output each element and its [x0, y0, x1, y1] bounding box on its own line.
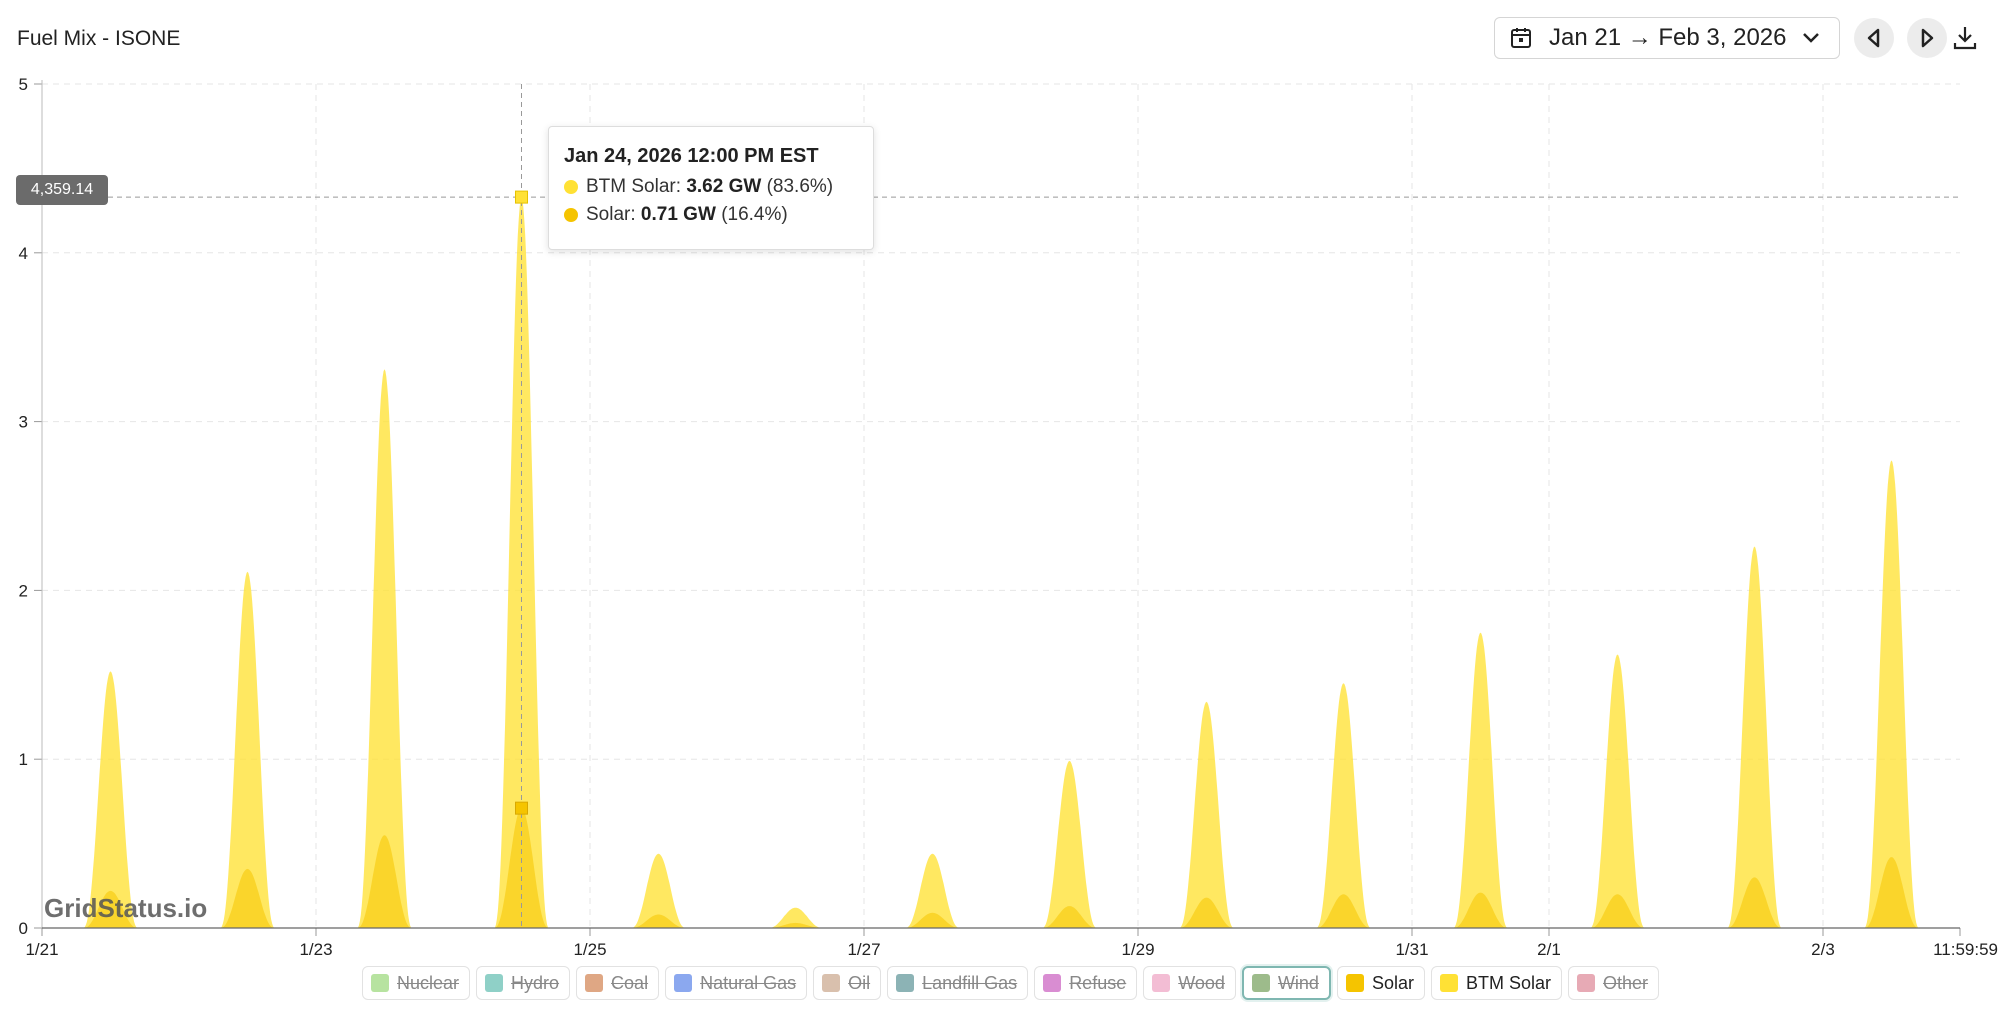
legend-swatch	[1043, 974, 1062, 992]
legend-label: Coal	[611, 972, 649, 993]
legend-swatch	[585, 974, 604, 992]
legend-label: Natural Gas	[700, 972, 797, 993]
legend-swatch	[1345, 974, 1364, 992]
legend-item-coal[interactable]: Coal	[576, 966, 660, 1000]
legend-label: Nuclear	[397, 972, 460, 993]
legend-item-oil[interactable]: Oil	[813, 966, 882, 1000]
x-tick-label: 1/27	[847, 940, 880, 959]
legend-label: BTM Solar	[1465, 972, 1552, 993]
legend-item-hydro[interactable]: Hydro	[476, 966, 571, 1000]
tooltip-series-pct: (16.4%)	[721, 204, 788, 225]
y-tick-label: 1	[19, 750, 28, 769]
date-range-picker[interactable]: Jan 21 → Feb 3, 2026	[1494, 17, 1840, 59]
chevron-down-icon	[1803, 33, 1819, 43]
x-tick-label: 2/1	[1537, 940, 1561, 959]
legend-swatch	[485, 974, 504, 992]
x-tick-label: 11:59:59	[1933, 940, 1998, 959]
tooltip-series-value: 3.62 GW	[686, 176, 762, 197]
y-tick-label: 2	[19, 581, 28, 600]
caret-right-icon	[1921, 28, 1934, 48]
solar-area	[42, 808, 1960, 928]
legend-swatch	[674, 974, 693, 992]
y-tick-label: 3	[19, 413, 28, 432]
tooltip-row-btm-solar: BTM Solar: 3.62 GW (83.6%)	[564, 176, 858, 198]
x-tick-label: 1/21	[25, 940, 58, 959]
legend-item-solar[interactable]: Solar	[1336, 966, 1425, 1000]
tooltip-series-pct: (83.6%)	[766, 176, 834, 197]
legend-item-natural-gas[interactable]: Natural Gas	[665, 966, 808, 1000]
calendar-icon	[1511, 28, 1531, 48]
legend-label: Landfill Gas	[922, 972, 1018, 993]
x-tick-label: 1/29	[1121, 940, 1154, 959]
legend-item-nuclear[interactable]: Nuclear	[362, 966, 471, 1000]
legend-item-refuse[interactable]: Refuse	[1034, 966, 1138, 1000]
y-tick-label: 4	[19, 244, 28, 263]
legend-swatch	[896, 974, 915, 992]
solar-marker	[515, 801, 528, 815]
legend-swatch	[1577, 974, 1596, 992]
crosshair	[108, 84, 1960, 928]
y-tick-label: 5	[19, 75, 28, 94]
legend-item-other[interactable]: Other	[1568, 966, 1660, 1000]
chart-axes: 0 1 2 3 4 5 1/21 1/23 1/25 1/27 1/29 1/31 2/1 2/3 11:5…	[19, 75, 1998, 959]
chart-title: Fuel Mix - ISONE	[17, 27, 181, 50]
tooltip-row-solar: Solar: 0.71 GW (16.4%)	[564, 204, 858, 226]
caret-left-icon	[1867, 28, 1880, 48]
tooltip-title: Jan 24, 2026 12:00 PM EST	[564, 145, 819, 167]
y-tick-label: 0	[19, 919, 28, 938]
legend-label: Wood	[1178, 972, 1225, 993]
crosshair-y-value: 4,359.14	[16, 175, 108, 205]
gridstatus-watermark: GridStatus.io	[44, 893, 208, 923]
chart-tooltip: Jan 24, 2026 12:00 PM EST BTM Solar: 3.6…	[548, 126, 874, 250]
x-tick-label: 1/23	[299, 940, 332, 959]
x-tick-label: 1/25	[573, 940, 606, 959]
fuel-mix-chart[interactable]: 0 1 2 3 4 5 1/21 1/23 1/25 1/27 1/29 1/31 2/1 2/3 11:5…	[0, 0, 2000, 960]
x-tick-label: 1/31	[1395, 940, 1428, 959]
legend-swatch	[1152, 974, 1171, 992]
legend-item-landfill-gas[interactable]: Landfill Gas	[887, 966, 1029, 1000]
date-range-label: Jan 21 → Feb 3, 2026	[1549, 24, 1787, 51]
download-icon[interactable]	[1952, 24, 1978, 52]
next-range-button[interactable]	[1907, 18, 1947, 58]
legend-label: Hydro	[511, 972, 560, 993]
chart-areas	[42, 197, 1960, 929]
legend-swatch	[822, 974, 841, 992]
chart-legend: Nuclear Hydro Coal Natural Gas Oil Landfill G…	[362, 965, 1660, 1001]
legend-item-wind[interactable]: Wind	[1241, 966, 1331, 1000]
legend-label: Solar	[1371, 972, 1414, 993]
legend-label: Refuse	[1069, 972, 1127, 993]
legend-swatch	[1251, 974, 1270, 992]
chart-grid	[41, 83, 1960, 928]
btm-solar-dot	[564, 180, 578, 194]
legend-item-wood[interactable]: Wood	[1143, 966, 1236, 1000]
legend-label: Oil	[848, 972, 871, 993]
btm-solar-area	[42, 197, 1960, 929]
solar-dot	[564, 208, 578, 222]
legend-label: Other	[1603, 972, 1649, 993]
legend-item-btm-solar[interactable]: BTM Solar	[1430, 966, 1563, 1000]
legend-label: Wind	[1277, 972, 1319, 993]
tooltip-series-name: BTM Solar	[586, 176, 676, 197]
legend-swatch	[1439, 974, 1458, 992]
previous-range-button[interactable]	[1854, 18, 1894, 58]
legend-swatch	[371, 974, 389, 992]
btm-solar-marker	[515, 190, 528, 204]
x-tick-label: 2/3	[1811, 940, 1835, 959]
tooltip-series-name: Solar	[586, 204, 631, 225]
tooltip-series-value: 0.71 GW	[640, 204, 716, 225]
